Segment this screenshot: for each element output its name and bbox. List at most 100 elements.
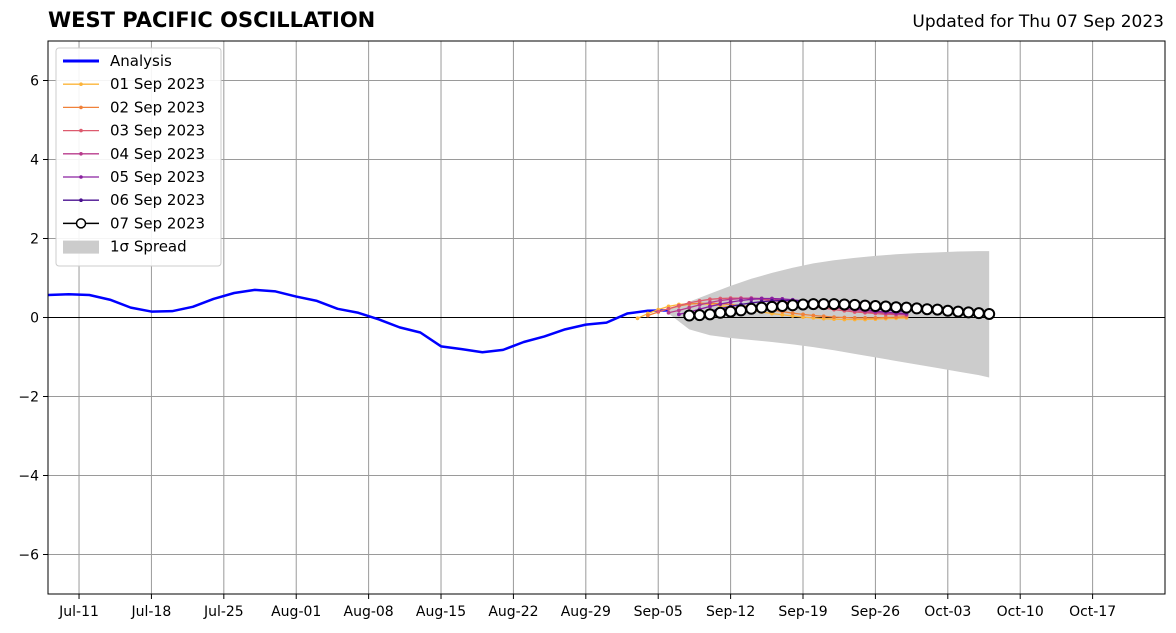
legend-label: 03 Sep 2023	[110, 122, 205, 140]
legend-label: 1σ Spread	[110, 238, 187, 256]
spread-band	[668, 251, 990, 378]
plot-area	[48, 251, 1165, 378]
forecast-point	[656, 309, 661, 314]
chart-subtitle: Updated for Thu 07 Sep 2023	[912, 12, 1164, 32]
legend-marker	[79, 105, 83, 110]
forecast-point	[739, 298, 743, 303]
forecast-point	[676, 308, 681, 313]
forecast-point	[734, 304, 747, 317]
forecast-point	[666, 306, 671, 311]
analysis-line	[48, 288, 669, 354]
legend-label: 04 Sep 2023	[110, 145, 205, 163]
forecast-point	[983, 307, 996, 320]
forecast-point	[759, 296, 764, 301]
forecast-point	[687, 300, 692, 305]
forecast-point	[962, 306, 975, 319]
legend-label: 06 Sep 2023	[110, 191, 205, 209]
x-tick-label: Sep-19	[778, 604, 827, 620]
x-tick-label: Sep-12	[706, 604, 755, 620]
forecast-point	[786, 299, 799, 312]
forecast-point	[790, 311, 795, 316]
x-tick-label: Aug-15	[416, 604, 466, 620]
y-tick-label: −6	[18, 548, 39, 564]
legend-item: 02 Sep 2023	[63, 98, 205, 116]
forecast-point	[952, 305, 965, 318]
x-tick-label: Sep-05	[634, 604, 683, 620]
legend-label: 05 Sep 2023	[110, 168, 205, 186]
forecast-point	[863, 315, 867, 320]
forecast-point	[972, 307, 985, 320]
legend-box	[55, 47, 222, 267]
y-tick-label: −2	[18, 390, 39, 406]
x-tick-label: Aug-01	[271, 604, 321, 620]
y-tick-label: −4	[18, 469, 39, 485]
forecast-point	[703, 308, 716, 321]
x-tick-label: Oct-03	[924, 604, 971, 620]
forecast-point	[921, 303, 934, 316]
forecast-point	[883, 315, 888, 320]
legend-item: 1σ Spread	[63, 238, 187, 256]
legend-label: Analysis	[110, 52, 172, 70]
forecast-point	[838, 298, 851, 311]
forecast-point	[714, 306, 727, 319]
y-tick-label: 4	[30, 153, 39, 169]
axis-ticks: Jul-11 Jul-18 Jul-25 Aug-01 Aug-08 Aug-15 Aug-…	[18, 74, 1116, 621]
forecast-point	[890, 301, 903, 314]
y-tick-label: 0	[30, 311, 39, 327]
forecast-point	[828, 298, 841, 311]
forecast-point	[900, 301, 913, 314]
forecast-point	[728, 300, 733, 304]
forecast-point	[708, 304, 712, 309]
forecast-point	[755, 301, 768, 314]
forecast-point	[676, 312, 681, 317]
forecast-point	[780, 312, 785, 317]
forecast-point	[832, 315, 836, 320]
forecast-point	[635, 316, 640, 321]
forecast-series	[683, 298, 996, 322]
forecast-point	[718, 298, 723, 303]
legend-marker	[79, 198, 83, 202]
forecast-point	[776, 300, 789, 313]
forecast-point	[859, 299, 872, 312]
forecast-point	[879, 300, 892, 313]
forecast-point	[931, 303, 944, 316]
legend-item: 07 Sep 2023	[63, 214, 205, 232]
forecast-point	[941, 304, 954, 317]
forecast-point	[811, 313, 816, 318]
forecast-point	[645, 313, 650, 318]
legend-swatch	[63, 240, 99, 254]
forecast-point	[693, 309, 706, 322]
y-tick-label: 2	[30, 232, 39, 248]
legend-marker	[79, 128, 83, 133]
x-tick-label: Jul-18	[131, 604, 172, 620]
legend-marker	[79, 152, 83, 156]
forecast-point	[745, 302, 758, 315]
x-tick-label: Aug-22	[488, 604, 538, 620]
forecast-point	[676, 303, 681, 308]
legend-item: 01 Sep 2023	[63, 75, 205, 93]
x-tick-label: Jul-25	[203, 604, 244, 620]
forecast-point	[797, 298, 810, 311]
forecast-point	[708, 297, 712, 302]
x-tick-label: Oct-10	[997, 604, 1044, 620]
legend-marker	[79, 82, 83, 86]
legend-item: 06 Sep 2023	[63, 191, 205, 209]
x-tick-label: Aug-29	[561, 604, 611, 620]
forecast-point	[873, 315, 878, 320]
forecast-point	[869, 300, 882, 313]
forecast-point	[848, 298, 861, 311]
x-tick-label: Sep-26	[851, 604, 900, 620]
forecast-point	[852, 315, 857, 320]
forecast-point	[666, 310, 671, 315]
legend: Analysis 01 Sep 2023 02 Sep 2023 03 Sep 202…	[55, 47, 222, 267]
forecast-point	[697, 302, 702, 307]
forecast-point	[765, 300, 778, 313]
legend-marker	[79, 175, 83, 179]
forecast-point	[807, 298, 820, 311]
legend-item: 05 Sep 2023	[63, 168, 205, 186]
forecast-point	[683, 309, 696, 322]
forecast-point	[910, 302, 923, 315]
forecast-point	[687, 305, 692, 310]
forecast-point	[724, 305, 737, 318]
